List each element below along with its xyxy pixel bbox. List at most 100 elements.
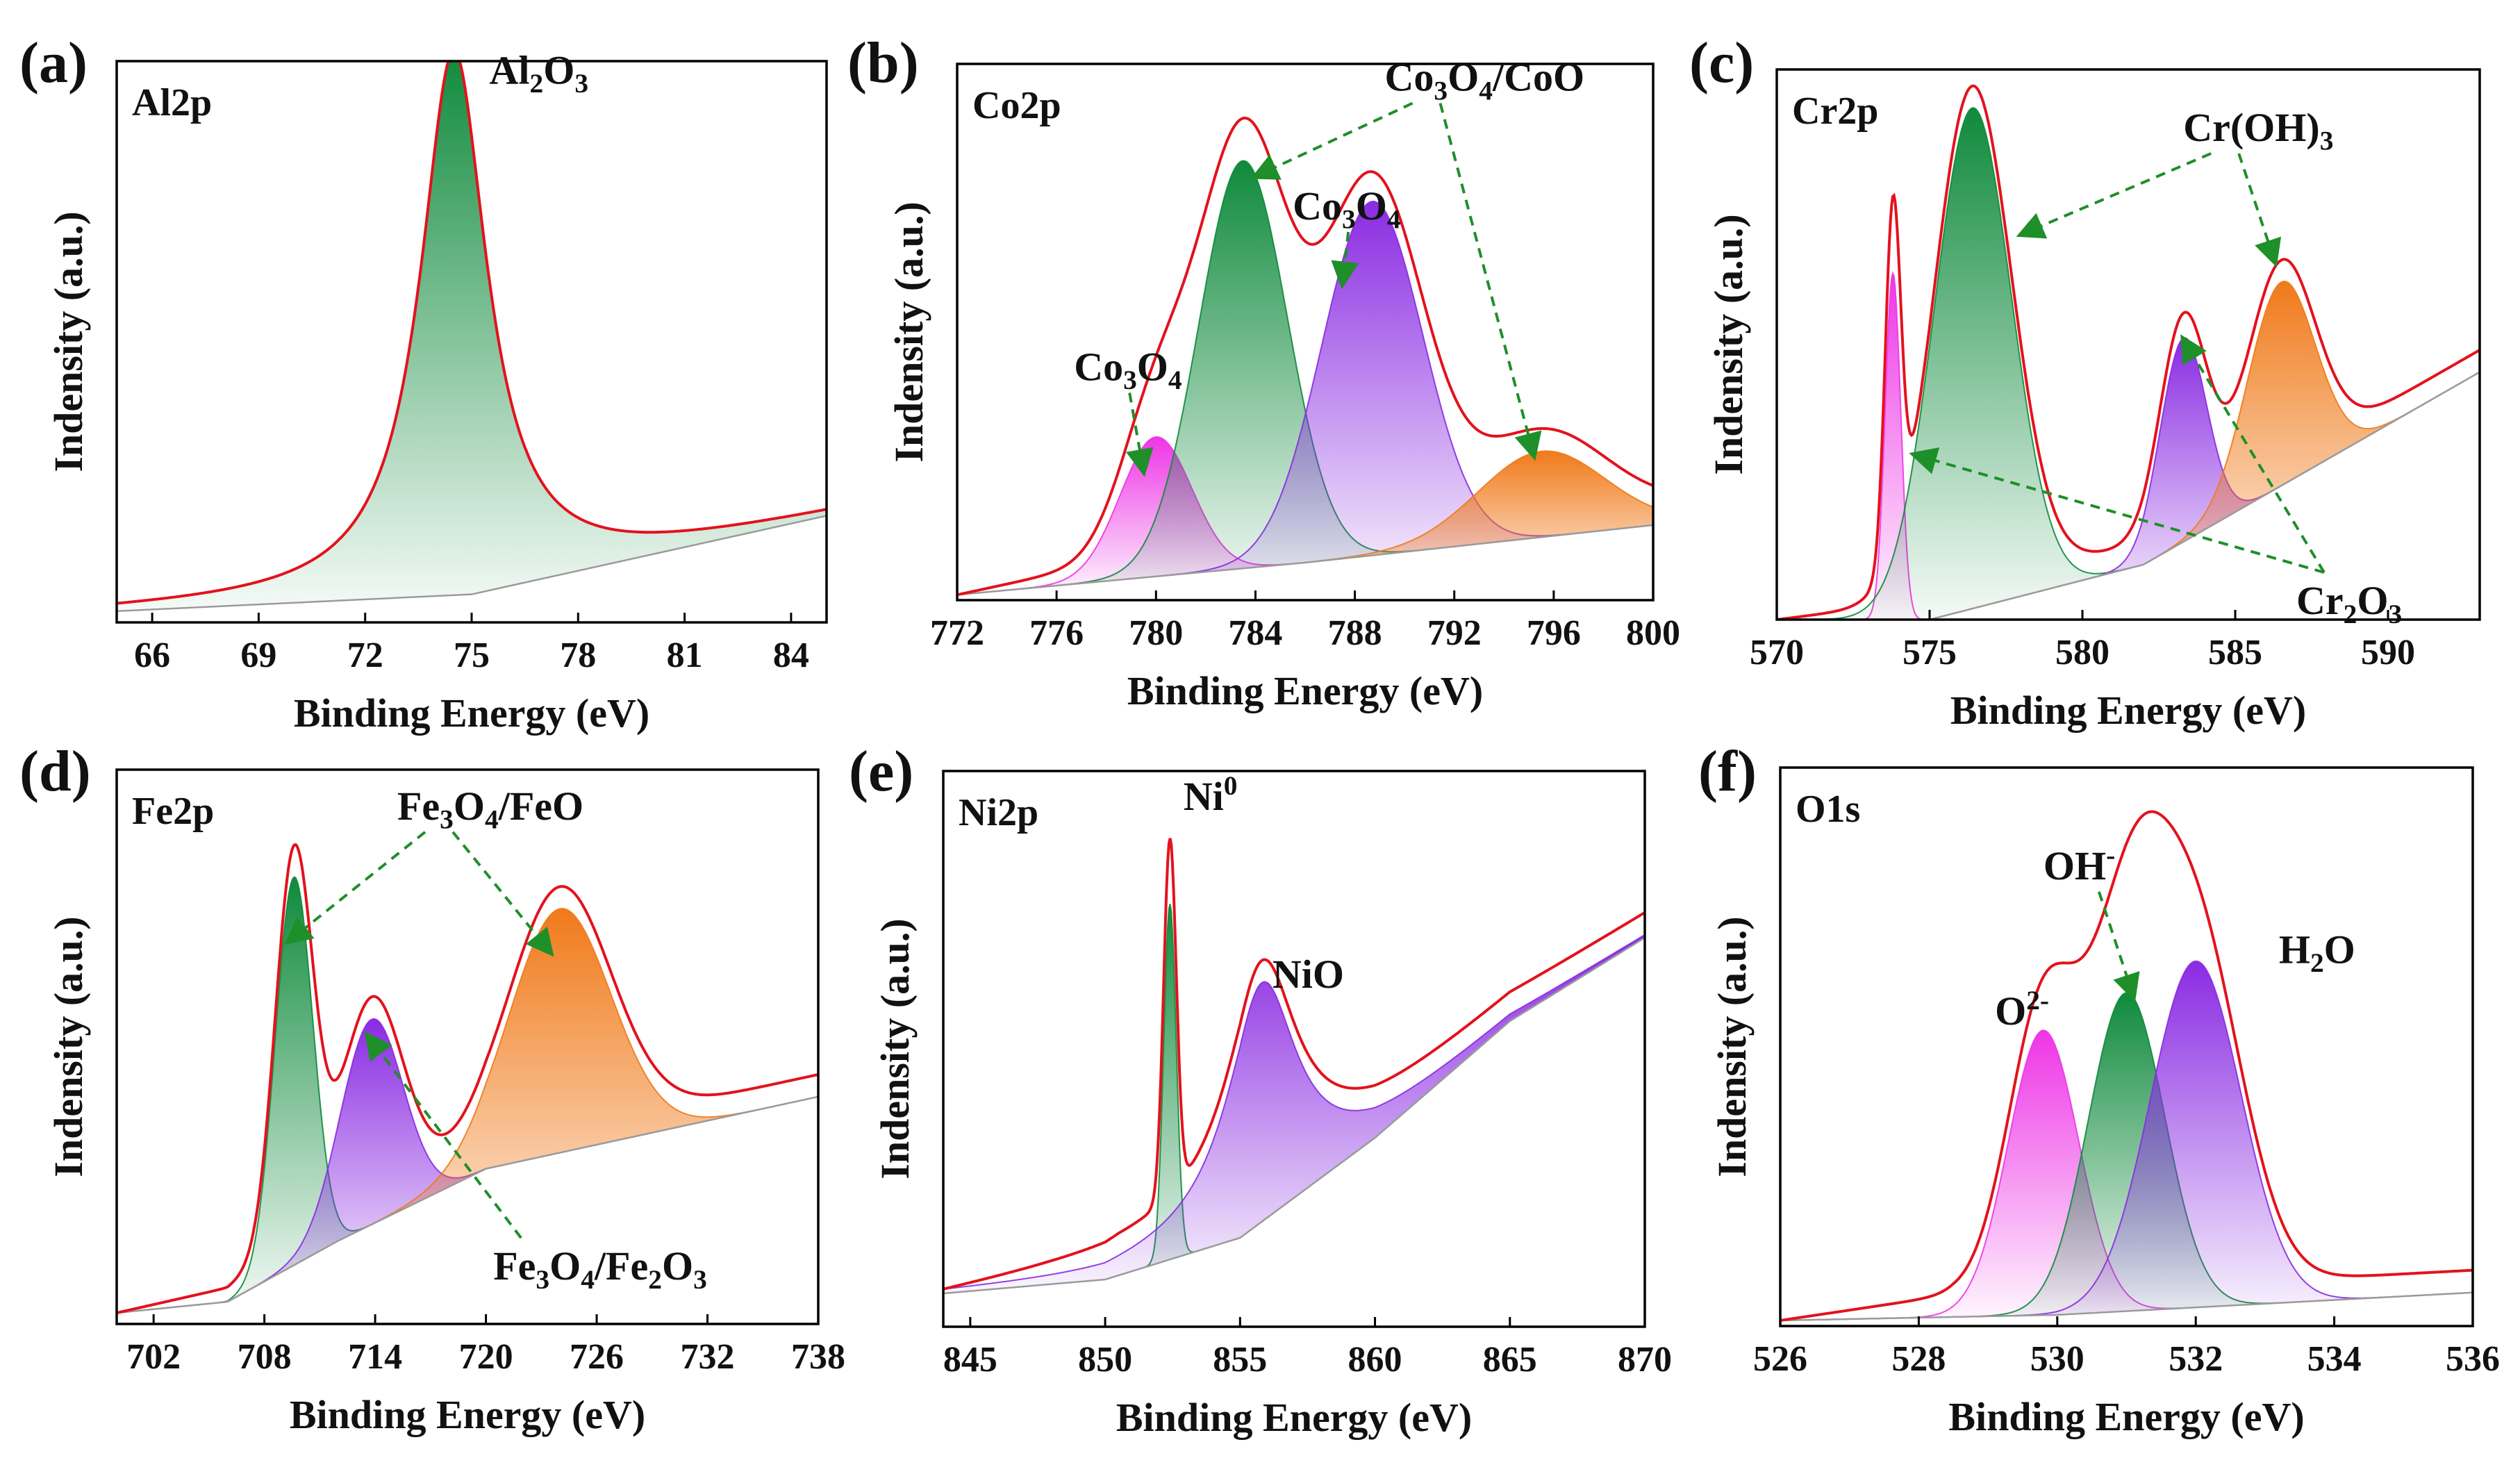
y-axis-label-d: Indensity (a.u.) bbox=[46, 916, 91, 1177]
panel-e: 845 850 855 860 865 870 Binding Energy (eV) Ind… bbox=[849, 739, 1672, 1440]
x-tick-label-c-0: 570 bbox=[1750, 633, 1804, 672]
annotation-arrow-b-0-0 bbox=[1250, 101, 1414, 180]
plot-frame-b bbox=[956, 63, 1655, 602]
x-axis-label-a: Binding Energy (eV) bbox=[294, 690, 649, 736]
panel-f: 526 528 530 532 534 536 Binding Energy (eV) Ind… bbox=[1698, 739, 2500, 1439]
envelope-line-d bbox=[117, 843, 818, 1314]
annotation-f-1: H2O bbox=[2279, 927, 2355, 978]
x-tick-label-d-5: 732 bbox=[681, 1337, 735, 1377]
peak-fill-b-2 bbox=[957, 201, 1653, 595]
peak-fill-f-1 bbox=[1780, 993, 2473, 1320]
peak-fill-e-1 bbox=[943, 934, 1645, 1293]
peak-line-d-2 bbox=[117, 907, 818, 1314]
x-tick-label-a-3: 75 bbox=[454, 636, 490, 675]
plot-frame-f bbox=[1779, 766, 2474, 1327]
annotation-c-1: Cr2O3 bbox=[2296, 578, 2402, 629]
annotation-e-1: NiO bbox=[1273, 952, 1344, 997]
element-label-e: Ni2p bbox=[959, 791, 1038, 834]
element-label-d: Fe2p bbox=[132, 790, 214, 833]
annotation-arrow-d-0-0 bbox=[283, 831, 426, 945]
annotation-f-0: OH- bbox=[2044, 840, 2115, 888]
plot-frame-c bbox=[1775, 68, 2481, 621]
plot-area-d bbox=[117, 843, 818, 1314]
x-tick-label-b-3: 784 bbox=[1228, 613, 1282, 653]
x-tick-label-a-1: 69 bbox=[240, 636, 276, 675]
annotation-arrow-c-0-1 bbox=[2237, 153, 2282, 267]
peak-fill-a-0 bbox=[117, 61, 827, 611]
x-tick-label-e-5: 870 bbox=[1618, 1340, 1672, 1380]
x-tick-label-b-2: 780 bbox=[1129, 613, 1183, 653]
background-line-b bbox=[957, 524, 1653, 596]
annotation-b-1: Co3O4 bbox=[1293, 183, 1400, 235]
plot-frame-e bbox=[942, 770, 1646, 1328]
x-tick-label-e-0: 845 bbox=[943, 1340, 997, 1380]
peak-fill-d-0 bbox=[117, 877, 818, 1313]
x-axis-label-f: Binding Energy (eV) bbox=[1948, 1394, 2304, 1439]
panel-label-e: (e) bbox=[849, 739, 913, 804]
x-tick-label-e-1: 850 bbox=[1078, 1340, 1132, 1380]
y-axis-label-a: Indensity (a.u.) bbox=[46, 211, 91, 472]
plot-area-e bbox=[943, 838, 1645, 1295]
background-line-f bbox=[1780, 1291, 2473, 1322]
y-axis-label-e: Indensity (a.u.) bbox=[872, 918, 918, 1179]
x-tick-label-e-4: 865 bbox=[1483, 1340, 1537, 1380]
x-tick-label-e-2: 855 bbox=[1213, 1340, 1267, 1380]
x-tick-label-d-0: 702 bbox=[126, 1337, 181, 1377]
y-axis-label-b: Indensity (a.u.) bbox=[886, 201, 931, 462]
x-axis-label-c: Binding Energy (eV) bbox=[1950, 688, 2306, 733]
panel-a: 66 69 72 75 78 81 84 Binding Energy (eV) Indensi… bbox=[19, 31, 828, 736]
x-tick-label-d-1: 708 bbox=[238, 1337, 292, 1377]
x-tick-label-d-3: 720 bbox=[459, 1337, 513, 1377]
panel-b: 772 776 780 784 788 792 796 800 Binding Energy (… bbox=[847, 31, 1680, 713]
panel-c: 570 575 580 585 590 Binding Energy (eV) Indens… bbox=[1689, 31, 2481, 733]
annotation-arrow-c-1-1 bbox=[2180, 334, 2326, 574]
x-tick-label-f-4: 534 bbox=[2307, 1339, 2362, 1379]
plot-area-c bbox=[1777, 84, 2480, 620]
plot-area-f bbox=[1780, 810, 2473, 1322]
annotation-arrow-c-1-0 bbox=[1909, 447, 2325, 574]
panel-label-d: (d) bbox=[19, 739, 91, 804]
background-line-e bbox=[943, 936, 1645, 1295]
envelope-line-b bbox=[957, 116, 1653, 597]
x-tick-label-d-6: 738 bbox=[791, 1337, 845, 1377]
annotation-arrow-b-2-0 bbox=[1126, 392, 1154, 477]
x-tick-label-c-2: 580 bbox=[2055, 633, 2109, 672]
x-tick-label-a-4: 78 bbox=[560, 636, 596, 675]
x-tick-label-f-5: 536 bbox=[2446, 1339, 2500, 1379]
panel-label-b: (b) bbox=[847, 31, 919, 95]
annotation-b-0: Co3O4/CoO bbox=[1385, 55, 1585, 106]
x-axis-label-b: Binding Energy (eV) bbox=[1127, 668, 1483, 713]
annotation-b-2: Co3O4 bbox=[1074, 344, 1182, 395]
peak-fill-d-2 bbox=[117, 909, 818, 1313]
peak-fill-f-2 bbox=[1780, 961, 2473, 1320]
envelope-line-a bbox=[117, 61, 827, 605]
y-axis-label-c: Indensity (a.u.) bbox=[1706, 214, 1751, 474]
annotation-e-0: Ni0 bbox=[1184, 770, 1238, 819]
plot-area-a bbox=[117, 61, 827, 613]
background-line-d bbox=[117, 1095, 818, 1314]
x-tick-label-f-2: 530 bbox=[2030, 1339, 2084, 1379]
background-line-a bbox=[117, 515, 827, 613]
envelope-line-c bbox=[1777, 84, 2480, 620]
x-tick-label-f-1: 528 bbox=[1891, 1339, 1946, 1379]
panel-d: 702 708 714 720 726 732 738 Binding Energy (eV)… bbox=[19, 739, 845, 1437]
peak-fill-c-3 bbox=[1777, 281, 2480, 620]
annotation-arrow-b-0-1 bbox=[1439, 103, 1542, 461]
x-tick-label-a-0: 66 bbox=[134, 636, 170, 675]
annotation-arrow-d-0-1 bbox=[451, 831, 554, 957]
annotation-d-1: Fe3O4/Fe2O3 bbox=[493, 1243, 707, 1295]
x-axis-label-e: Binding Energy (eV) bbox=[1116, 1395, 1472, 1440]
x-tick-label-b-1: 776 bbox=[1029, 613, 1084, 653]
x-tick-label-d-2: 714 bbox=[348, 1337, 402, 1377]
annotation-arrow-f-0-0 bbox=[2097, 891, 2140, 1002]
x-tick-label-b-0: 772 bbox=[930, 613, 984, 653]
x-tick-label-f-3: 532 bbox=[2169, 1339, 2223, 1379]
annotation-arrow-b-1-0 bbox=[1331, 231, 1359, 290]
element-label-c: Cr2p bbox=[1792, 90, 1878, 133]
peak-fill-c-2 bbox=[1777, 338, 2480, 620]
x-tick-label-b-5: 792 bbox=[1427, 613, 1482, 653]
x-tick-label-f-0: 526 bbox=[1753, 1339, 1807, 1379]
panel-label-f: (f) bbox=[1698, 739, 1757, 804]
panel-label-a: (a) bbox=[19, 31, 88, 95]
